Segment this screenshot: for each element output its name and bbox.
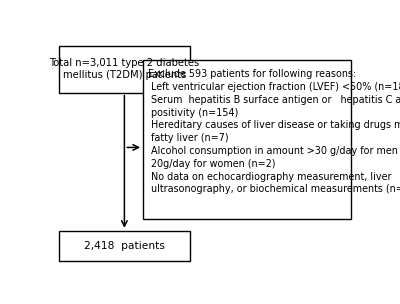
Text: 2,418  patients: 2,418 patients [84,241,165,251]
FancyBboxPatch shape [143,60,351,219]
Text: Exclude 593 patients for following reasons:
 Left ventricular ejection fraction : Exclude 593 patients for following reaso… [148,69,400,195]
Text: Total n=3,011 type 2 diabetes
mellitus (T2DM) patients: Total n=3,011 type 2 diabetes mellitus (… [49,58,200,80]
FancyBboxPatch shape [59,46,190,93]
FancyBboxPatch shape [59,231,190,261]
